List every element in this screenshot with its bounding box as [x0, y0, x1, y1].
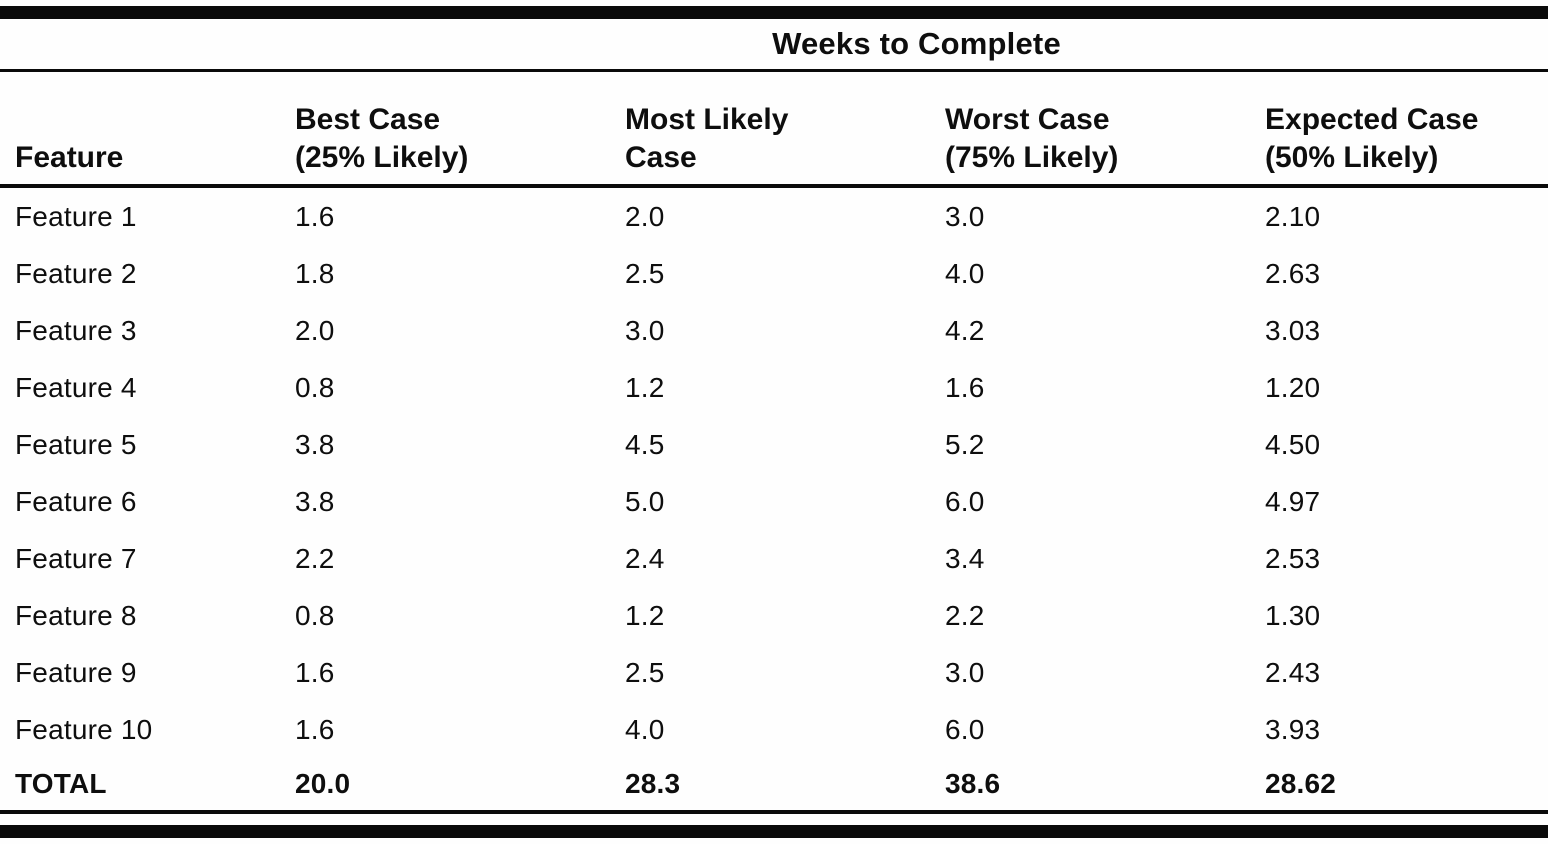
value-cell: 2.5 [625, 257, 665, 289]
value-cell: 4.5 [625, 428, 665, 460]
column-header-label: Worst Case [945, 103, 1110, 136]
value-cell: 2.0 [295, 314, 335, 346]
value-cell: 3.4 [945, 542, 985, 574]
value-cell: 2.4 [625, 542, 665, 574]
table-row: Feature 7 2.2 2.4 3.4 2.53 [0, 530, 1548, 587]
value-cell: 2.10 [1265, 200, 1321, 232]
table-row: Feature 3 2.0 3.0 4.2 3.03 [0, 302, 1548, 359]
value-cell: 5.0 [625, 485, 665, 517]
feature-name-cell: Feature 2 [15, 257, 137, 289]
spanner-rule [0, 69, 1548, 72]
value-cell: 1.30 [1265, 599, 1321, 631]
column-header-sublabel: Case [625, 140, 697, 174]
value-cell: 3.93 [1265, 713, 1321, 745]
value-cell: 2.63 [1265, 257, 1321, 289]
value-cell: 1.2 [625, 371, 665, 403]
feature-name-cell: Feature 9 [15, 656, 137, 688]
value-cell: 4.0 [625, 713, 665, 745]
value-cell: 3.8 [295, 428, 335, 460]
value-cell: 1.8 [295, 257, 335, 289]
value-cell: 28.62 [1265, 768, 1337, 799]
column-header-worst-case: Worst Case (75% Likely) [935, 72, 1255, 176]
feature-name-cell: Feature 1 [15, 200, 137, 232]
value-cell: 4.2 [945, 314, 985, 346]
value-cell: 2.5 [625, 656, 665, 688]
table-row: Feature 8 0.8 1.2 2.2 1.30 [0, 587, 1548, 644]
table-spanner-row: Weeks to Complete [0, 19, 1548, 69]
table-row: Feature 4 0.8 1.2 1.6 1.20 [0, 359, 1548, 416]
column-header-label: Feature [15, 140, 124, 174]
value-cell: 2.2 [945, 599, 985, 631]
value-cell: 4.50 [1265, 428, 1321, 460]
column-header-sublabel: (75% Likely) [945, 140, 1119, 174]
column-header-label: Most Likely [625, 103, 789, 136]
table-row: Feature 10 1.6 4.0 6.0 3.93 [0, 701, 1548, 758]
value-cell: 28.3 [625, 768, 681, 799]
column-header-label: Expected Case [1265, 103, 1479, 136]
value-cell: 4.97 [1265, 485, 1321, 517]
value-cell: 3.0 [625, 314, 665, 346]
top-rule [0, 6, 1548, 19]
value-cell: 2.2 [295, 542, 335, 574]
table-spanner-title: Weeks to Complete [772, 26, 1061, 61]
table-header-row: Feature Best Case (25% Likely) Most Like… [0, 72, 1548, 184]
table-row: Feature 6 3.8 5.0 6.0 4.97 [0, 473, 1548, 530]
bottom-rule [0, 825, 1548, 838]
feature-name-cell: Feature 8 [15, 599, 137, 631]
bottom-gap [0, 814, 1548, 825]
feature-name-cell: Feature 7 [15, 542, 137, 574]
feature-name-cell: Feature 5 [15, 428, 137, 460]
value-cell: 3.03 [1265, 314, 1321, 346]
value-cell: 5.2 [945, 428, 985, 460]
table-body: Feature 1 1.6 2.0 3.0 2.10 Feature 2 1.8 2.5 4.0… [0, 188, 1548, 810]
total-row: TOTAL 20.0 28.3 38.6 28.62 [0, 758, 1548, 810]
value-cell: 0.8 [295, 599, 335, 631]
value-cell: 3.0 [945, 200, 985, 232]
value-cell: 6.0 [945, 485, 985, 517]
value-cell: 0.8 [295, 371, 335, 403]
value-cell: 6.0 [945, 713, 985, 745]
table-row: Feature 2 1.8 2.5 4.0 2.63 [0, 245, 1548, 302]
value-cell: 1.2 [625, 599, 665, 631]
value-cell: 4.0 [945, 257, 985, 289]
column-header-feature: Feature [0, 72, 285, 176]
column-header-best-case: Best Case (25% Likely) [285, 72, 615, 176]
column-header-most-likely: Most Likely Case [615, 72, 935, 176]
column-header-expected-case: Expected Case (50% Likely) [1255, 72, 1548, 176]
table-row: Feature 9 1.6 2.5 3.0 2.43 [0, 644, 1548, 701]
value-cell: 1.20 [1265, 371, 1321, 403]
value-cell: 2.53 [1265, 542, 1321, 574]
value-cell: 1.6 [295, 200, 335, 232]
value-cell: 2.0 [625, 200, 665, 232]
value-cell: 3.0 [945, 656, 985, 688]
total-bottom-rule [0, 810, 1548, 814]
value-cell: 1.6 [945, 371, 985, 403]
feature-name-cell: Feature 10 [15, 713, 153, 745]
column-header-sublabel: (25% Likely) [295, 140, 469, 174]
column-header-sublabel: (50% Likely) [1265, 140, 1439, 174]
value-cell: 20.0 [295, 768, 351, 799]
value-cell: 1.6 [295, 656, 335, 688]
table-row: Feature 5 3.8 4.5 5.2 4.50 [0, 416, 1548, 473]
feature-name-cell: TOTAL [15, 768, 107, 799]
feature-name-cell: Feature 6 [15, 485, 137, 517]
value-cell: 38.6 [945, 768, 1001, 799]
feature-name-cell: Feature 4 [15, 371, 137, 403]
value-cell: 1.6 [295, 713, 335, 745]
value-cell: 2.43 [1265, 656, 1321, 688]
feature-name-cell: Feature 3 [15, 314, 137, 346]
column-header-label: Best Case [295, 103, 441, 136]
table-row: Feature 1 1.6 2.0 3.0 2.10 [0, 188, 1548, 245]
header-rule [0, 184, 1548, 188]
value-cell: 3.8 [295, 485, 335, 517]
